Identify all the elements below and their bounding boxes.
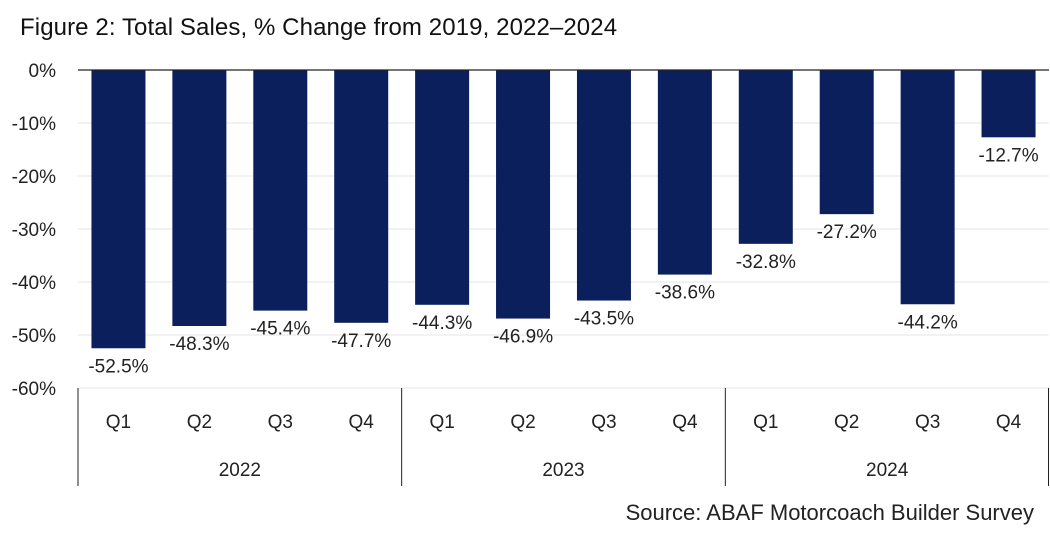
y-tick-label: 0%: [29, 61, 57, 82]
quarter-label: Q1: [753, 412, 778, 433]
bar: [901, 70, 955, 304]
bar: [172, 70, 226, 326]
y-tick-label: -60%: [12, 379, 56, 400]
data-label: -44.3%: [412, 313, 472, 334]
chart-root: Figure 2: Total Sales, % Change from 201…: [0, 0, 1050, 535]
bar: [415, 70, 469, 305]
bar: [577, 70, 631, 301]
data-label: -38.6%: [655, 283, 715, 304]
y-tick-label: -30%: [12, 220, 56, 241]
bar: [982, 70, 1036, 137]
data-label: -43.5%: [574, 309, 634, 330]
data-label: -46.9%: [493, 327, 553, 348]
data-label: -47.7%: [331, 331, 391, 352]
data-label: -52.5%: [88, 356, 148, 377]
data-label: -27.2%: [817, 222, 877, 243]
year-label: 2022: [219, 460, 261, 481]
quarter-label: Q2: [834, 412, 859, 433]
data-label: -32.8%: [736, 252, 796, 273]
data-label: -12.7%: [978, 145, 1038, 166]
quarter-label: Q3: [915, 412, 940, 433]
bar: [496, 70, 550, 319]
quarter-label: Q1: [429, 412, 454, 433]
quarter-label: Q4: [996, 412, 1022, 433]
y-tick-label: -40%: [12, 273, 56, 294]
year-label: 2023: [542, 460, 584, 481]
quarter-label: Q4: [672, 412, 698, 433]
bar: [820, 70, 874, 214]
bar: [253, 70, 307, 311]
bar: [334, 70, 388, 323]
quarter-label: Q4: [349, 412, 375, 433]
bar: [91, 70, 145, 348]
bar-chart: 0% -10% -20% -30% -40% -50% -60% -52.5% -48.3% -4…: [0, 0, 1050, 535]
quarter-label: Q2: [510, 412, 535, 433]
bar: [739, 70, 793, 244]
data-label: -48.3%: [169, 334, 229, 355]
y-tick-label: -50%: [12, 326, 56, 347]
quarter-label: Q1: [106, 412, 131, 433]
source-note: Source: ABAF Motorcoach Builder Survey: [626, 500, 1034, 526]
quarter-label: Q2: [187, 412, 212, 433]
quarter-label: Q3: [591, 412, 616, 433]
year-label: 2024: [866, 460, 909, 481]
y-tick-label: -20%: [12, 167, 56, 188]
quarter-label: Q3: [268, 412, 293, 433]
bar: [658, 70, 712, 275]
y-tick-label: -10%: [12, 114, 56, 135]
data-label: -44.2%: [898, 312, 958, 333]
data-label: -45.4%: [250, 319, 310, 340]
